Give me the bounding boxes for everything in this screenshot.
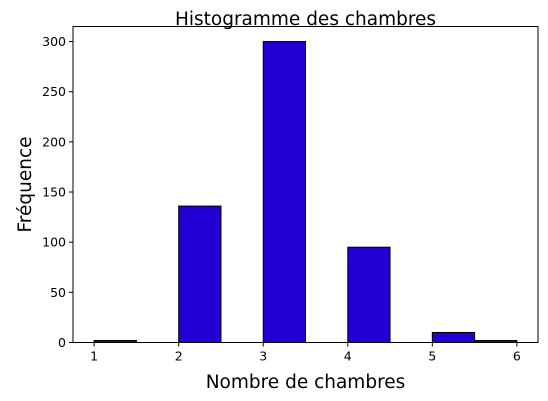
y-tick-label: 100 (42, 235, 66, 250)
histogram-bar (431, 331, 476, 344)
y-tick-label: 200 (42, 134, 66, 149)
x-tick-label: 5 (428, 349, 436, 364)
y-tick-label: 50 (50, 285, 66, 300)
histogram-bar (347, 246, 391, 343)
y-axis-title: Fréquence (15, 136, 36, 232)
y-tick-label: 150 (42, 185, 66, 200)
x-tick-label: 4 (344, 349, 352, 364)
y-tick-label: 300 (42, 34, 66, 49)
bars-group (93, 41, 518, 344)
histogram-bar (262, 41, 306, 344)
x-tick-label: 3 (259, 349, 267, 364)
y-tick-label: 0 (58, 335, 66, 350)
histogram-bar (178, 205, 222, 343)
ticks-group: 1 2 3 4 5 6 0 50 100 150 200 250 300 (42, 34, 521, 363)
y-tick-label: 250 (42, 84, 66, 99)
x-tick-label: 2 (175, 349, 183, 364)
x-tick-label: 6 (513, 349, 521, 364)
x-axis-title: Nombre de chambres (206, 372, 406, 393)
chart-title: Histogramme des chambres (175, 9, 436, 30)
plot-frame (72, 26, 539, 343)
x-tick-label: 1 (90, 349, 98, 364)
